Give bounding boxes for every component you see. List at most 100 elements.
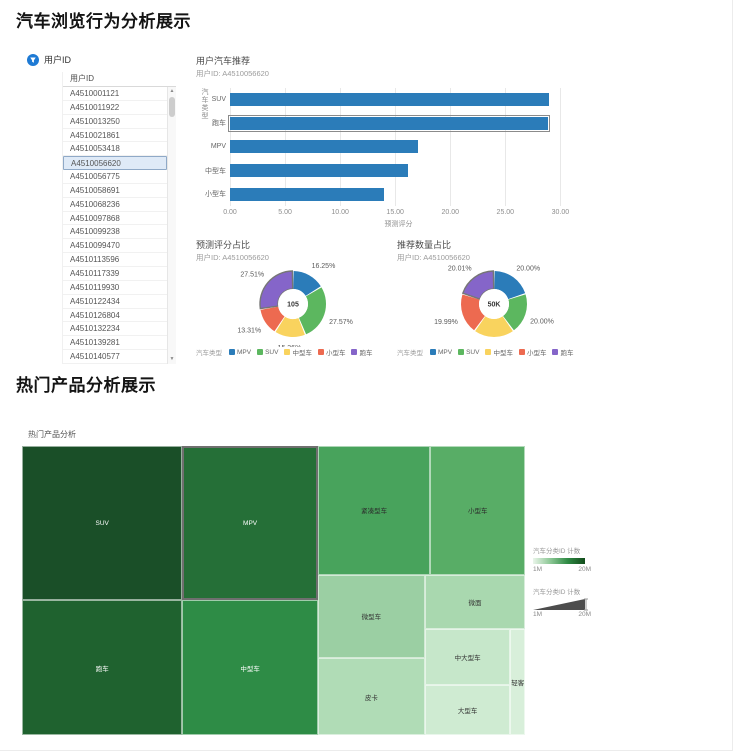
legend-item-中型车[interactable]: 中型车 bbox=[284, 347, 312, 357]
list-item[interactable]: A4510011922 bbox=[63, 101, 167, 115]
donut-slice-小型车[interactable] bbox=[260, 306, 285, 332]
legend-min-max: 1M 20M bbox=[533, 566, 591, 573]
treemap-cell-微型车[interactable]: 微型车 bbox=[317, 574, 425, 659]
treemap-cell-跑车[interactable]: 跑车 bbox=[22, 600, 183, 735]
bar-小型车[interactable] bbox=[230, 187, 384, 201]
list-item[interactable]: A4510001121 bbox=[63, 87, 167, 101]
x-tick-label: 0.00 bbox=[223, 209, 237, 216]
legend-label: 中型车 bbox=[493, 350, 513, 357]
donut-slice-label: 20.01% bbox=[448, 265, 472, 272]
legend-swatch bbox=[518, 349, 525, 355]
list-item[interactable]: A4510056620 bbox=[63, 156, 167, 171]
treemap-cell-微面[interactable]: 微面 bbox=[424, 574, 525, 629]
donut-count-subtitle: 用户ID: A4510056620 bbox=[397, 253, 470, 262]
legend-title: 汽车类型 bbox=[397, 350, 423, 357]
treemap-cell-SUV[interactable]: SUV bbox=[22, 446, 183, 601]
legend-label: 跑车 bbox=[560, 350, 574, 357]
legend-item-MPV[interactable]: MPV bbox=[229, 349, 251, 356]
bar-跑车[interactable] bbox=[227, 114, 551, 133]
list-item[interactable]: A4510132234 bbox=[63, 322, 167, 337]
bar-row bbox=[230, 182, 567, 206]
legend-item-SUV[interactable]: SUV bbox=[458, 349, 479, 356]
list-item[interactable]: A4510053418 bbox=[63, 142, 167, 157]
list-item[interactable]: A4510113596 bbox=[63, 253, 167, 267]
legend-label: SUV bbox=[265, 348, 279, 356]
treemap-cell-小型车[interactable]: 小型车 bbox=[430, 446, 525, 575]
bar-y-labels: SUV 跑车 MPV 中型车 小型车 bbox=[160, 88, 226, 206]
legend-item-SUV[interactable]: SUV bbox=[257, 349, 278, 356]
treemap-cell-大型车[interactable]: 大型车 bbox=[424, 685, 511, 735]
legend-item-跑车[interactable]: 跑车 bbox=[351, 347, 372, 357]
x-tick-label: 10.00 bbox=[331, 209, 349, 216]
treemap-cell-MPV[interactable]: MPV bbox=[182, 446, 318, 601]
bar-category-label: 中型车 bbox=[205, 167, 226, 175]
list-item[interactable]: A4510097868 bbox=[63, 212, 167, 226]
color-gradient-legend bbox=[533, 558, 585, 564]
donut-slice-MPV[interactable] bbox=[293, 271, 321, 296]
gridline bbox=[450, 88, 452, 206]
donut-slice-中型车[interactable] bbox=[275, 316, 305, 338]
donut-slice-小型车[interactable] bbox=[460, 294, 485, 331]
bar-row bbox=[230, 135, 567, 159]
treemap-cell-中型车[interactable]: 中型车 bbox=[182, 600, 318, 735]
treemap-cell-轻客[interactable]: 轻客 bbox=[510, 628, 525, 735]
donut-center-label: 50K bbox=[488, 302, 501, 309]
donut-slice-中型车[interactable] bbox=[475, 316, 513, 338]
legend-swatch bbox=[485, 349, 492, 355]
legend-item-MPV[interactable]: MPV bbox=[430, 349, 452, 356]
treemap-legend-title: 汽车分类ID 计数 bbox=[533, 548, 581, 555]
treemap-cell-中大型车[interactable]: 中大型车 bbox=[424, 628, 511, 686]
treemap-cell-皮卡[interactable]: 皮卡 bbox=[317, 658, 425, 735]
legend-label: 小型车 bbox=[325, 350, 346, 357]
treemap-legend-title: 汽车分类ID 计数 bbox=[533, 589, 581, 596]
bar-中型车[interactable] bbox=[230, 164, 408, 178]
list-item[interactable]: A4510021861 bbox=[63, 129, 167, 143]
legend-item-跑车[interactable]: 跑车 bbox=[552, 347, 573, 357]
list-item[interactable]: A4510058691 bbox=[63, 184, 167, 198]
list-item[interactable]: A4510099470 bbox=[63, 239, 167, 254]
bar-x-axis-title: 预测评分 bbox=[384, 221, 413, 228]
scroll-down-icon[interactable]: ▼ bbox=[169, 356, 175, 362]
legend-item-中型车[interactable]: 中型车 bbox=[485, 347, 513, 357]
treemap-cell-紧凑型车[interactable]: 紧凑型车 bbox=[317, 446, 431, 575]
list-item[interactable]: A4510117339 bbox=[63, 267, 167, 281]
legend-swatch bbox=[351, 349, 358, 355]
treemap-legends: 汽车分类ID 计数 1M 20M 汽车分类ID 计数 1M 20M bbox=[533, 545, 613, 618]
legend-label: 跑车 bbox=[359, 350, 373, 357]
donut-slice-SUV[interactable] bbox=[298, 287, 327, 335]
donut-slice-label: 13.31% bbox=[237, 328, 261, 335]
scroll-up-icon[interactable]: ▲ bbox=[169, 88, 175, 94]
list-scrollbar[interactable]: ▲ ▼ bbox=[167, 87, 176, 364]
legend-label: MPV bbox=[237, 348, 252, 356]
list-item[interactable]: A4510099238 bbox=[63, 225, 167, 240]
legend-swatch bbox=[317, 349, 324, 355]
legend-item-小型车[interactable]: 小型车 bbox=[518, 347, 546, 357]
list-item[interactable]: A4510139281 bbox=[63, 336, 167, 351]
list-item[interactable]: A4510122434 bbox=[63, 295, 167, 309]
list-item[interactable]: A4510013250 bbox=[63, 115, 167, 129]
legend-max: 20M bbox=[578, 566, 591, 573]
bar-SUV[interactable] bbox=[230, 93, 549, 107]
donut-score-chart: 16.25% 27.57% 15.36% 13.31% 27.51% 105 bbox=[237, 263, 352, 347]
scrollbar-thumb[interactable] bbox=[169, 97, 175, 117]
user-id-filter[interactable]: 用户ID bbox=[27, 53, 71, 66]
legend-item-小型车[interactable]: 小型车 bbox=[317, 347, 346, 357]
donut-slice-label: 27.51% bbox=[240, 271, 264, 278]
donut-center-label: 105 bbox=[287, 302, 299, 309]
bar-plot-area bbox=[227, 88, 567, 206]
list-item[interactable]: A4510068236 bbox=[63, 198, 167, 212]
list-item[interactable]: A4510119930 bbox=[63, 281, 167, 295]
donut-slice-SUV[interactable] bbox=[503, 294, 527, 331]
list-item[interactable]: A4510126804 bbox=[63, 309, 167, 323]
donut-score-title: 预测评分占比 bbox=[196, 240, 251, 250]
donut-center bbox=[278, 289, 308, 319]
donut-score-legend: 汽车类型 MPV SUV 中型车 小型车 跑车 bbox=[196, 347, 372, 358]
donut-slice-MPV[interactable] bbox=[494, 271, 526, 300]
donut-count-chart: 20.00% 20.00% 19.99% 20.01% 50K bbox=[434, 265, 554, 338]
bar-MPV[interactable] bbox=[230, 140, 418, 154]
list-item[interactable]: A4510140577 bbox=[63, 350, 167, 364]
section-title-behavior: 汽车浏览行为分析展示 bbox=[16, 12, 191, 31]
donut-score-subtitle: 用户ID: A4510056620 bbox=[196, 253, 269, 262]
list-item[interactable]: A4510056775 bbox=[63, 170, 167, 184]
